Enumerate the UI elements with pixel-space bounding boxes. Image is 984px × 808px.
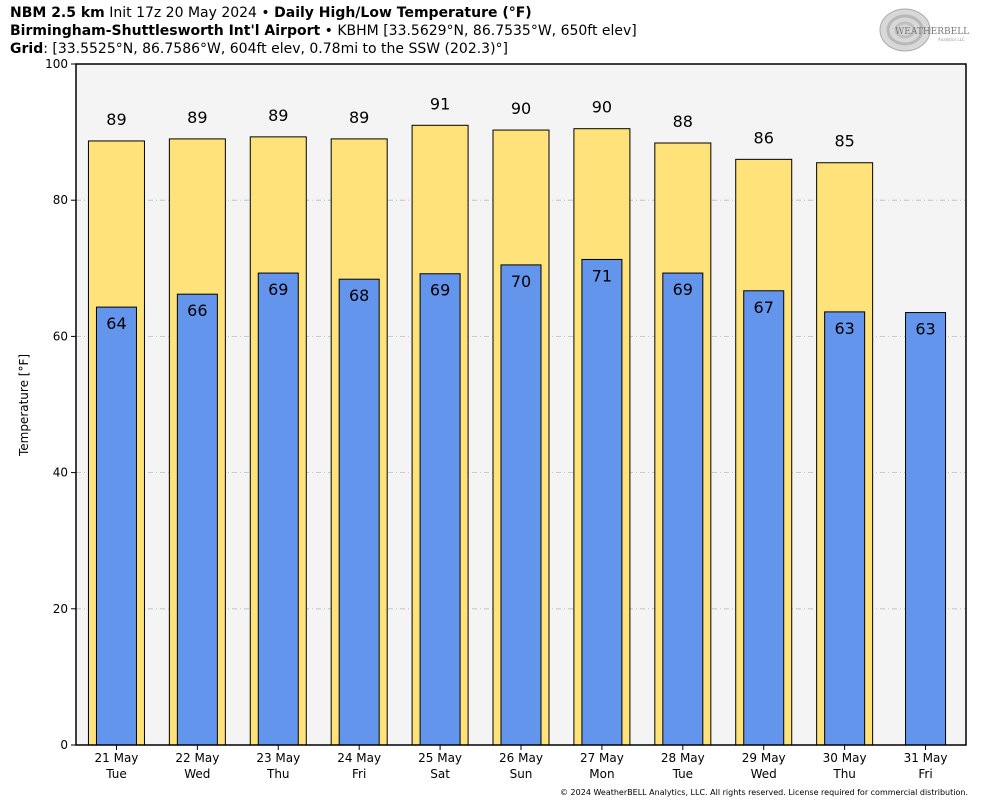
x-tick-date: 29 May <box>742 751 786 765</box>
low-value-label: 63 <box>834 319 854 338</box>
low-value-label: 71 <box>592 266 612 285</box>
low-bar <box>500 264 542 746</box>
low-bar <box>338 278 380 746</box>
low-bar <box>905 312 947 746</box>
title-line-2: Birmingham-Shuttlesworth Int'l Airport •… <box>10 23 637 40</box>
x-tick-day: Thu <box>266 767 290 781</box>
separator: • <box>261 5 270 21</box>
x-tick-day: Tue <box>105 767 127 781</box>
low-bar <box>662 272 704 746</box>
y-tick-label: 40 <box>53 466 68 480</box>
logo-text: WEATHERBELL <box>895 27 969 37</box>
station-details: KBHM [33.5629°N, 86.7535°W, 650ft elev] <box>337 23 637 39</box>
low-value-label: 69 <box>673 280 693 299</box>
x-tick-day: Sun <box>510 767 533 781</box>
x-tick-day: Fri <box>352 767 366 781</box>
low-value-label: 66 <box>187 301 207 320</box>
x-tick-day: Wed <box>751 767 777 781</box>
y-tick-label: 20 <box>53 602 68 616</box>
low-value-label: 70 <box>511 272 531 291</box>
high-value-label: 85 <box>834 132 854 151</box>
low-bars <box>95 258 947 746</box>
x-tick-day: Mon <box>589 767 614 781</box>
low-value-label: 64 <box>106 314 126 333</box>
init-time: Init 17z 20 May 2024 <box>109 5 257 21</box>
low-value-label: 67 <box>754 298 774 317</box>
x-tick-date: 25 May <box>418 751 462 765</box>
y-tick-label: 80 <box>53 193 68 207</box>
low-value-label: 69 <box>268 280 288 299</box>
x-tick-day: Wed <box>184 767 210 781</box>
high-value-label: 90 <box>592 98 612 117</box>
low-bar <box>743 290 785 746</box>
x-tick-day: Sat <box>430 767 450 781</box>
low-value-label: 69 <box>430 281 450 300</box>
y-tick-label: 100 <box>45 57 68 71</box>
low-bar <box>581 258 623 746</box>
low-bar <box>95 306 137 746</box>
y-tick-label: 60 <box>53 329 68 343</box>
low-bar <box>824 311 866 746</box>
copyright-notice: © 2024 WeatherBELL Analytics, LLC. All r… <box>560 788 968 797</box>
x-tick-date: 23 May <box>256 751 300 765</box>
separator: • <box>324 23 333 39</box>
y-axis: 0 20 40 60 80 100 <box>45 57 76 752</box>
high-value-label: 89 <box>187 108 207 127</box>
title-line-3: Grid: [33.5525°N, 86.7586°W, 604ft elev,… <box>10 41 508 58</box>
value-labels: 89 64 89 66 89 69 89 68 91 69 90 70 90 71 88 69 86 67 85 63… <box>106 94 935 338</box>
high-value-label: 89 <box>349 108 369 127</box>
x-tick-date: 27 May <box>580 751 624 765</box>
low-value-label: 68 <box>349 286 369 305</box>
y-axis-label: Temperature [°F] <box>17 354 31 457</box>
grid-details: : [33.5525°N, 86.7586°W, 604ft elev, 0.7… <box>43 41 509 57</box>
model-name: NBM 2.5 km <box>10 5 105 21</box>
x-tick-date: 28 May <box>661 751 705 765</box>
title-line-1: NBM 2.5 km Init 17z 20 May 2024 • Daily … <box>10 5 532 22</box>
high-value-label: 90 <box>511 99 531 118</box>
high-value-label: 88 <box>673 112 693 131</box>
x-tick-day: Thu <box>832 767 856 781</box>
high-value-label: 89 <box>268 106 288 125</box>
high-value-label: 91 <box>430 94 450 113</box>
product-name: Daily High/Low Temperature (°F) <box>274 5 532 21</box>
low-value-label: 63 <box>915 320 935 339</box>
grid-label: Grid <box>10 41 44 57</box>
x-tick-date: 31 May <box>904 751 948 765</box>
x-tick-date: 21 May <box>95 751 139 765</box>
weatherbell-logo: WEATHERBELL Analytics LLC <box>879 8 969 52</box>
station-name: Birmingham-Shuttlesworth Int'l Airport <box>10 23 321 39</box>
low-bar <box>176 293 218 746</box>
x-tick-date: 24 May <box>337 751 381 765</box>
logo-subtext: Analytics LLC <box>938 37 965 42</box>
x-tick-date: 22 May <box>175 751 219 765</box>
low-bar <box>257 272 299 746</box>
x-tick-date: 26 May <box>499 751 543 765</box>
x-tick-day: Fri <box>918 767 932 781</box>
low-bar <box>419 273 461 746</box>
high-value-label: 89 <box>106 110 126 129</box>
x-tick-day: Tue <box>672 767 694 781</box>
x-axis: 21 May Tue 22 May Wed 23 May Thu 24 May Fri 25 M… <box>95 745 948 781</box>
y-tick-label: 0 <box>60 738 68 752</box>
x-tick-date: 30 May <box>823 751 867 765</box>
high-value-label: 86 <box>754 128 774 147</box>
